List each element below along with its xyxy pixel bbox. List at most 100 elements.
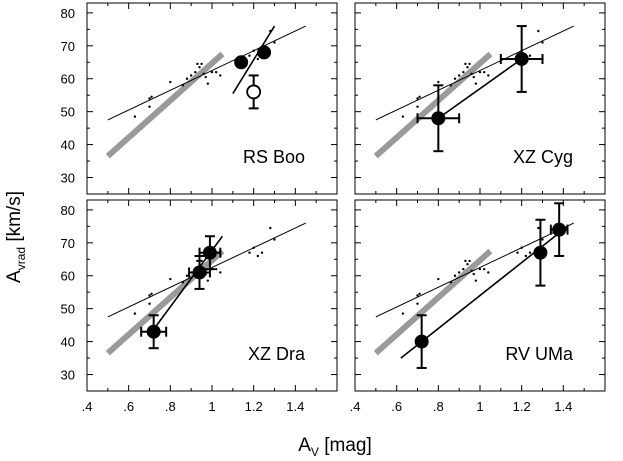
background-point	[252, 49, 255, 52]
background-point	[204, 75, 207, 79]
background-point	[482, 267, 486, 271]
background-point	[487, 74, 490, 77]
background-point	[148, 294, 151, 297]
background-point	[457, 271, 461, 274]
background-point	[189, 74, 193, 77]
panel-label-rv-uma: RV UMa	[505, 344, 574, 364]
background-point	[214, 70, 218, 74]
data-point	[257, 45, 272, 60]
background-point	[148, 97, 151, 100]
background-point	[524, 254, 528, 258]
background-point	[150, 95, 153, 99]
background-point	[472, 75, 475, 79]
background-point	[200, 259, 203, 263]
reference-band-line	[373, 248, 493, 356]
background-point	[472, 272, 475, 276]
background-point	[169, 277, 172, 281]
background-point	[401, 312, 405, 315]
panel-label-xz-dra: XZ Dra	[248, 344, 306, 364]
y-tick-label: 60	[61, 269, 75, 284]
background-point	[541, 41, 544, 44]
background-point	[466, 66, 469, 69]
background-point	[474, 279, 478, 282]
background-point	[206, 82, 210, 85]
background-point	[133, 312, 137, 315]
background-point	[269, 226, 272, 230]
x-tick-label: .8	[165, 399, 176, 414]
data-point	[552, 222, 567, 237]
data-point	[514, 51, 529, 66]
background-point	[449, 84, 453, 87]
background-point	[468, 62, 471, 66]
star-fit-line	[232, 25, 276, 94]
background-point	[148, 302, 151, 305]
star-fit-line	[437, 58, 523, 119]
background-point	[464, 62, 467, 66]
y-tick-label: 40	[61, 138, 75, 153]
background-point	[133, 115, 137, 118]
background-point	[181, 281, 185, 284]
background-point	[219, 74, 222, 77]
background-point	[206, 279, 210, 282]
y-axis-title: Avrad [km/s]	[4, 191, 28, 283]
y-tick-label: 50	[61, 302, 75, 317]
data-point	[533, 245, 548, 260]
x-tick-label: 1.2	[513, 399, 531, 414]
y-tick-label: 50	[61, 105, 75, 120]
background-point	[416, 105, 419, 108]
background-point	[537, 29, 540, 33]
background-point	[148, 105, 151, 108]
background-point	[214, 267, 218, 271]
panel-xz-cyg: XZ Cyg	[354, 2, 606, 195]
background-point	[416, 302, 419, 305]
x-tick-label: .6	[391, 399, 402, 414]
background-point	[482, 70, 486, 74]
background-point	[202, 72, 205, 76]
background-point	[516, 251, 519, 254]
open-data-point	[246, 84, 262, 100]
background-point	[457, 74, 461, 77]
y-tick-label: 80	[61, 6, 75, 21]
data-point	[431, 111, 446, 126]
y-tick-label: 30	[61, 368, 75, 383]
background-point	[200, 62, 203, 66]
data-point	[192, 265, 207, 280]
background-point	[248, 54, 251, 57]
x-axis-title: AV [mag]	[298, 435, 372, 459]
background-point	[528, 251, 532, 254]
background-point	[260, 251, 264, 254]
background-point	[487, 271, 490, 274]
x-tick-label: .4	[82, 399, 93, 414]
background-point	[453, 274, 457, 277]
background-point	[462, 70, 465, 74]
background-point	[537, 226, 540, 230]
data-point	[414, 334, 429, 349]
panel-rv-uma: .4 .6 .8 1 1.2 1.4 RV UMa	[350, 199, 606, 414]
reference-fit-line	[107, 25, 306, 121]
background-point	[466, 263, 469, 266]
reference-fit-line	[375, 222, 574, 318]
reference-band-line	[105, 248, 225, 356]
panel-label-xz-cyg: XZ Cyg	[513, 147, 573, 167]
background-point	[401, 115, 405, 118]
background-point	[252, 246, 255, 249]
background-point	[416, 97, 419, 100]
reference-fit-line	[375, 25, 574, 121]
background-point	[416, 294, 419, 297]
y-tick-label: 30	[61, 171, 75, 186]
x-tick-label: .8	[433, 399, 444, 414]
background-point	[449, 281, 453, 284]
x-tick-label: 1.4	[286, 399, 304, 414]
background-point	[520, 246, 523, 249]
data-point	[234, 55, 249, 70]
panel-rs-boo: 30 40 50 60 70 80 RS Boo	[61, 2, 338, 195]
background-point	[181, 84, 185, 87]
background-point	[196, 62, 199, 66]
background-point	[185, 274, 189, 277]
background-point	[273, 41, 276, 44]
background-point	[468, 259, 471, 263]
background-point	[528, 54, 532, 57]
x-tick-label: 1	[208, 399, 215, 414]
data-point	[202, 245, 217, 260]
y-tick-label: 40	[61, 335, 75, 350]
